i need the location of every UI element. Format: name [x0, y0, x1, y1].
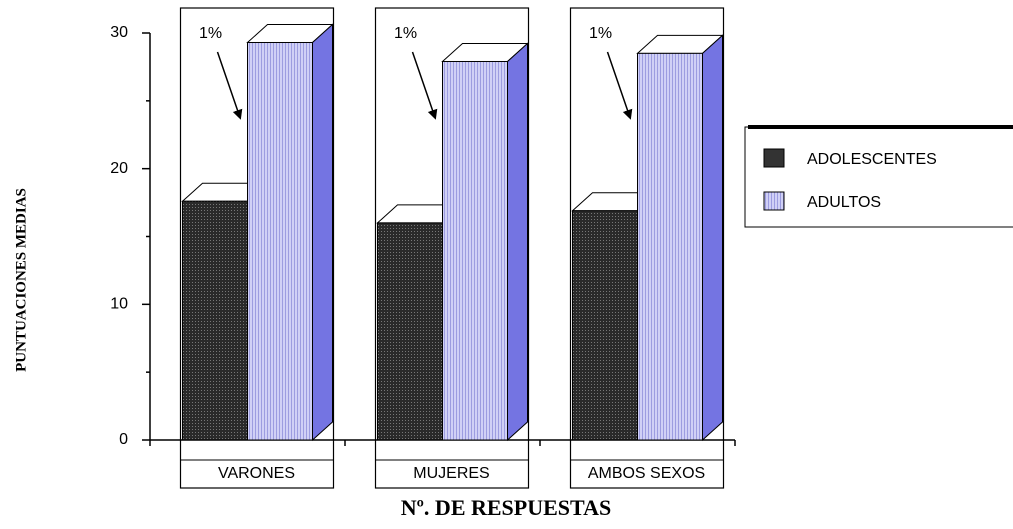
legend-box [744, 126, 1013, 228]
annotation-arrow [216, 51, 243, 120]
bar [182, 200, 248, 441]
bar [442, 60, 508, 441]
bar-side [702, 34, 723, 442]
annotation-arrow [606, 51, 633, 120]
legend-label: ADULTOS [807, 194, 881, 211]
annotation: 1% [394, 25, 417, 42]
category-box [179, 7, 335, 489]
y-tick-label: 0 [119, 431, 128, 448]
x-axis-label: Nº. DE RESPUESTAS [401, 495, 611, 520]
legend-swatch [763, 148, 785, 168]
y-tick-label: 10 [110, 296, 128, 313]
bar [572, 210, 638, 441]
bar-side [312, 23, 333, 442]
bar [247, 41, 313, 441]
x-tick-label: MUJERES [413, 465, 489, 482]
annotation-arrow [411, 51, 438, 120]
legend-label: ADOLESCENTES [807, 151, 937, 168]
x-tick-label: VARONES [218, 465, 295, 482]
legend-swatch [763, 191, 785, 211]
bar [637, 52, 703, 441]
annotation: 1% [589, 25, 612, 42]
y-axis-label: PUNTUACIONES MEDIAS [13, 188, 29, 372]
bar [377, 222, 443, 441]
category-box [569, 7, 725, 489]
annotation: 1% [199, 25, 222, 42]
x-tick-label: AMBOS SEXOS [588, 465, 705, 482]
y-tick-label: 20 [110, 160, 128, 177]
bar-side [507, 42, 528, 442]
category-box [374, 7, 530, 489]
y-tick-label: 30 [110, 24, 128, 41]
